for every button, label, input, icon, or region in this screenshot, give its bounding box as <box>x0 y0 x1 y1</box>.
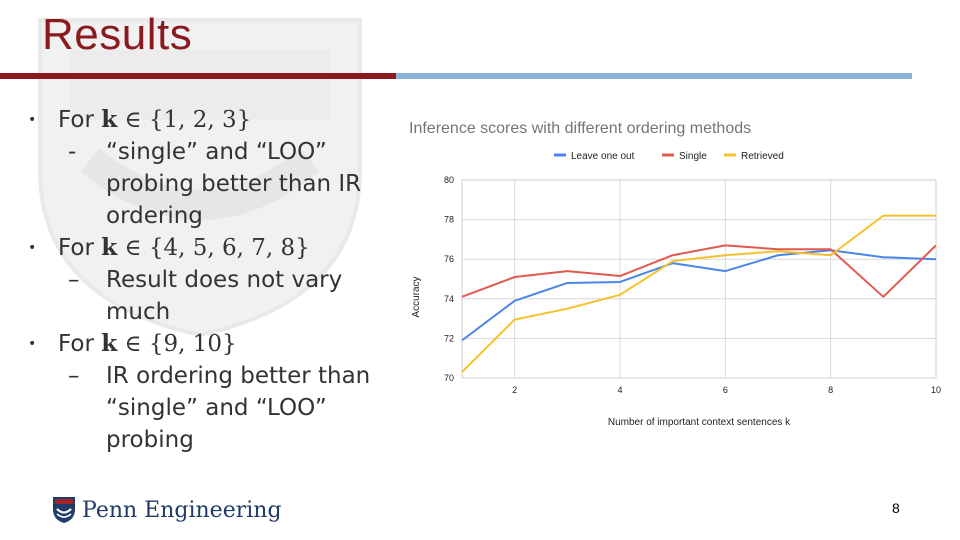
bullet-item: • For k ∈ {1, 2, 3} <box>28 104 398 136</box>
x-tick-label: 8 <box>828 385 833 395</box>
bullet-set: ∈ {4, 5, 6, 7, 8} <box>117 235 310 261</box>
bullet-list: • For k ∈ {1, 2, 3} - “single” and “LOO”… <box>28 104 398 456</box>
sub-bullet-item: - “single” and “LOO” probing better than… <box>28 136 398 232</box>
bullet-prefix: For <box>58 107 102 133</box>
bullet-marker: • <box>28 112 37 128</box>
y-tick-label: 78 <box>444 215 454 225</box>
bullet-k: k <box>101 330 118 357</box>
bullet-set: ∈ {1, 2, 3} <box>117 107 252 133</box>
bullet-item: • For k ∈ {4, 5, 6, 7, 8} <box>28 232 398 264</box>
sub-bullet-line: “single” and “LOO” <box>106 395 327 421</box>
bullet-item: • For k ∈ {9, 10} <box>28 328 398 360</box>
x-tick-label: 4 <box>617 385 622 395</box>
bullet-set: ∈ {9, 10} <box>117 331 237 357</box>
sub-bullet-line: “single” and “LOO” <box>106 139 327 165</box>
logo-text: Penn Engineering <box>82 497 282 523</box>
sub-bullet-item: – IR ordering better than “single” and “… <box>28 360 398 456</box>
penn-shield-icon <box>53 497 75 523</box>
sub-bullet-marker: - <box>68 139 77 165</box>
page-number: 8 <box>892 500 900 516</box>
sub-bullet-marker: – <box>68 267 80 293</box>
y-tick-label: 76 <box>444 254 454 264</box>
legend-label: Retrieved <box>741 151 784 162</box>
chart-series <box>461 214 937 373</box>
x-tick-label: 6 <box>723 385 728 395</box>
bullet-marker: • <box>28 240 37 256</box>
penn-engineering-logo: Penn Engineering <box>52 496 282 524</box>
line-chart: Inference scores with different ordering… <box>409 120 941 428</box>
sub-bullet-line: much <box>106 299 171 325</box>
bullet-k: k <box>101 234 118 261</box>
bullet-marker: • <box>28 336 37 352</box>
bullet-prefix: For <box>58 331 102 357</box>
sub-bullet-item: – Result does not vary much <box>28 264 398 328</box>
y-tick-label: 72 <box>444 333 454 343</box>
legend-label: Single <box>679 151 707 162</box>
sub-bullet-line: Result does not vary <box>106 267 343 293</box>
y-axis-label: Accuracy <box>411 276 422 317</box>
x-tick-label: 2 <box>512 385 517 395</box>
y-tick-labels: 70 72 74 76 78 80 <box>444 175 454 383</box>
x-tick-label: 10 <box>931 385 941 395</box>
x-axis-label: Number of important context sentences k <box>608 417 791 428</box>
sub-bullet-line: probing better than IR <box>106 171 362 197</box>
plot-border <box>461 179 937 379</box>
title-rule-red <box>0 73 396 79</box>
y-tick-label: 70 <box>444 373 454 383</box>
bullet-k: k <box>101 106 118 133</box>
sub-bullet-marker: – <box>68 363 80 389</box>
y-tick-label: 80 <box>444 175 454 185</box>
slide-title: Results <box>42 10 193 59</box>
series-line-leave-one-out <box>461 249 937 342</box>
series-line-single <box>461 244 937 298</box>
bullet-prefix: For <box>58 235 102 261</box>
x-tick-labels: 2 4 6 8 10 <box>512 385 941 395</box>
series-line-retrieved <box>461 214 936 373</box>
sub-bullet-line: ordering <box>106 203 203 229</box>
sub-bullet-line: probing <box>106 427 194 453</box>
chart-title: Inference scores with different ordering… <box>409 120 751 137</box>
title-rule-blue <box>396 73 912 79</box>
chart-grid <box>461 179 937 379</box>
chart-legend: Leave one out Single Retrieved <box>554 151 784 162</box>
sub-bullet-line: IR ordering better than <box>106 363 371 389</box>
shield-watermark <box>38 18 362 338</box>
legend-label: Leave one out <box>571 151 635 162</box>
y-tick-label: 74 <box>444 294 454 304</box>
